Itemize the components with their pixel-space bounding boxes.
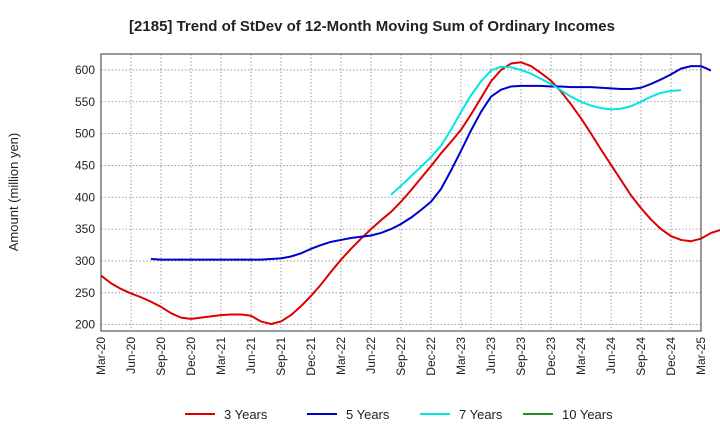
x-tick-label: Dec-23 xyxy=(544,337,558,376)
x-tick-label: Sep-24 xyxy=(634,337,648,376)
grid-layer xyxy=(101,54,701,331)
y-axis-label: Amount (million yen) xyxy=(6,133,21,252)
legend-label: 5 Years xyxy=(346,407,390,422)
x-tick-label: Jun-23 xyxy=(484,337,498,374)
series-line-3-years xyxy=(100,61,720,325)
x-tick-label: Mar-24 xyxy=(574,337,588,375)
x-tick-label: Sep-21 xyxy=(274,337,288,376)
plot-area xyxy=(100,53,702,332)
x-tick-label: Mar-23 xyxy=(454,337,468,375)
y-tick-label: 450 xyxy=(75,158,95,172)
x-tick-label: Sep-23 xyxy=(514,337,528,376)
legend-label: 3 Years xyxy=(224,407,268,422)
x-tick-label: Mar-20 xyxy=(94,337,108,375)
legend-label: 10 Years xyxy=(562,407,613,422)
x-tick-label: Mar-22 xyxy=(334,337,348,375)
x-tick-label: Jun-24 xyxy=(604,337,618,374)
y-tick-label: 200 xyxy=(75,318,95,332)
legend: 3 Years 5 Years 7 Years 10 Years xyxy=(185,407,613,422)
series-line-7-years xyxy=(390,65,682,196)
y-tick-label: 300 xyxy=(75,254,95,268)
y-tick-label: 250 xyxy=(75,286,95,300)
y-tick-label: 500 xyxy=(75,127,95,141)
x-tick-label: Jun-22 xyxy=(364,337,378,374)
y-tick-label: 350 xyxy=(75,222,95,236)
y-tick-label: 600 xyxy=(75,63,95,77)
x-tick-label: Sep-22 xyxy=(394,337,408,376)
series-line-5-years xyxy=(150,65,712,261)
x-tick-label: Jun-20 xyxy=(124,337,138,374)
x-tick-label: Dec-20 xyxy=(184,337,198,376)
y-tick-labels: 200 250 300 350 400 450 500 550 600 xyxy=(75,63,95,332)
x-tick-label: Mar-25 xyxy=(694,337,708,375)
x-tick-label: Mar-21 xyxy=(214,337,228,375)
y-tick-label: 550 xyxy=(75,95,95,109)
legend-label: 7 Years xyxy=(459,407,503,422)
x-tick-label: Dec-24 xyxy=(664,337,678,376)
x-tick-label: Dec-21 xyxy=(304,337,318,376)
y-tick-label: 400 xyxy=(75,190,95,204)
x-tick-labels: Mar-20 Jun-20 Sep-20 Dec-20 Mar-21 Jun-21 Sep-… xyxy=(94,337,708,376)
x-tick-label: Jun-21 xyxy=(244,337,258,374)
chart-title: [2185] Trend of StDev of 12-Month Moving… xyxy=(129,18,615,35)
x-tick-label: Dec-22 xyxy=(424,337,438,376)
x-tick-label: Sep-20 xyxy=(154,337,168,376)
series-layer xyxy=(100,61,720,325)
